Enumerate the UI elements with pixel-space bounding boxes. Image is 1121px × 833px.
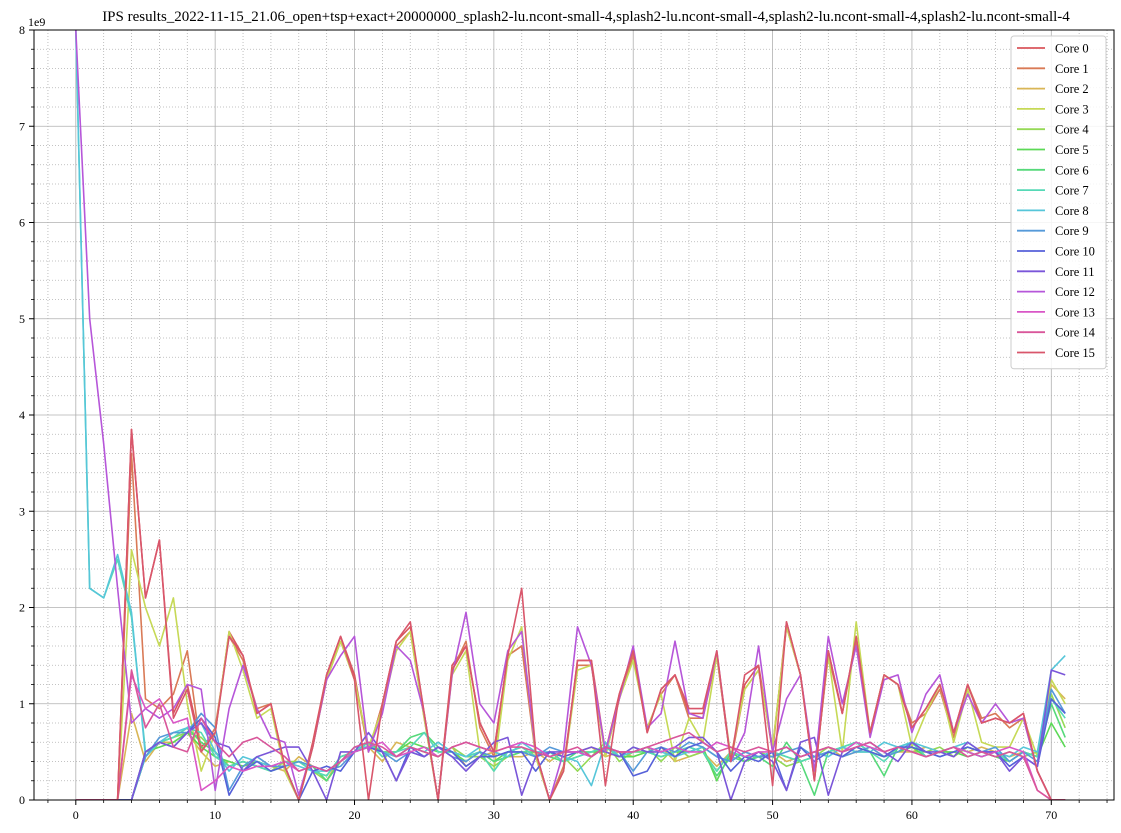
x-tick-label: 10 (209, 808, 221, 822)
y-tick-label: 2 (19, 601, 25, 615)
x-tick-label: 50 (767, 808, 779, 822)
legend-label: Core 11 (1055, 265, 1094, 279)
y-tick-label: 4 (19, 408, 25, 422)
legend-label: Core 1 (1055, 62, 1089, 76)
legend-label: Core 6 (1055, 163, 1089, 177)
legend-label: Core 9 (1055, 224, 1089, 238)
x-tick-label: 70 (1045, 808, 1057, 822)
series-line-core-15 (75, 428, 1066, 800)
x-tick-label: 0 (73, 808, 79, 822)
series-line-core-14 (75, 669, 1066, 800)
legend: Core 0 Core 1 Core 2 Core 3 Core 4 Core 5 Core… (1010, 35, 1107, 370)
legend-box (1010, 35, 1107, 370)
legend-label: Core 3 (1055, 102, 1089, 116)
legend-label: Core 12 (1055, 285, 1095, 299)
x-axis: 0 10 20 30 40 50 60 70 (47, 800, 1108, 822)
legend-label: Core 10 (1055, 245, 1095, 259)
legend-label: Core 5 (1055, 143, 1089, 157)
series-line-core-12 (75, 30, 1066, 800)
y-tick-label: 8 (19, 23, 25, 37)
legend-label: Core 14 (1055, 326, 1096, 340)
legend-label: Core 7 (1055, 184, 1089, 198)
x-tick-label: 60 (906, 808, 918, 822)
y-tick-label: 1 (19, 697, 25, 711)
legend-label: Core 13 (1055, 305, 1095, 319)
y-axis: 0 1 2 3 4 5 6 7 8 (19, 23, 34, 807)
y-tick-label: 3 (19, 504, 25, 518)
x-tick-label: 30 (488, 808, 500, 822)
legend-label: Core 4 (1055, 123, 1089, 137)
series-lines (75, 30, 1066, 800)
legend-label: Core 8 (1055, 204, 1089, 218)
x-tick-label: 20 (349, 808, 361, 822)
y-tick-label: 7 (19, 119, 25, 133)
y-tick-label: 6 (19, 216, 25, 230)
legend-label: Core 0 (1055, 42, 1089, 56)
legend-label: Core 15 (1055, 346, 1095, 360)
legend-label: Core 2 (1055, 82, 1089, 96)
chart-title: IPS results_2022-11-15_21.06_open+tsp+ex… (102, 9, 1070, 25)
y-exponent-label: 1e9 (28, 15, 45, 29)
y-tick-label: 0 (19, 793, 25, 807)
x-tick-label: 40 (627, 808, 639, 822)
y-tick-label: 5 (19, 312, 25, 326)
